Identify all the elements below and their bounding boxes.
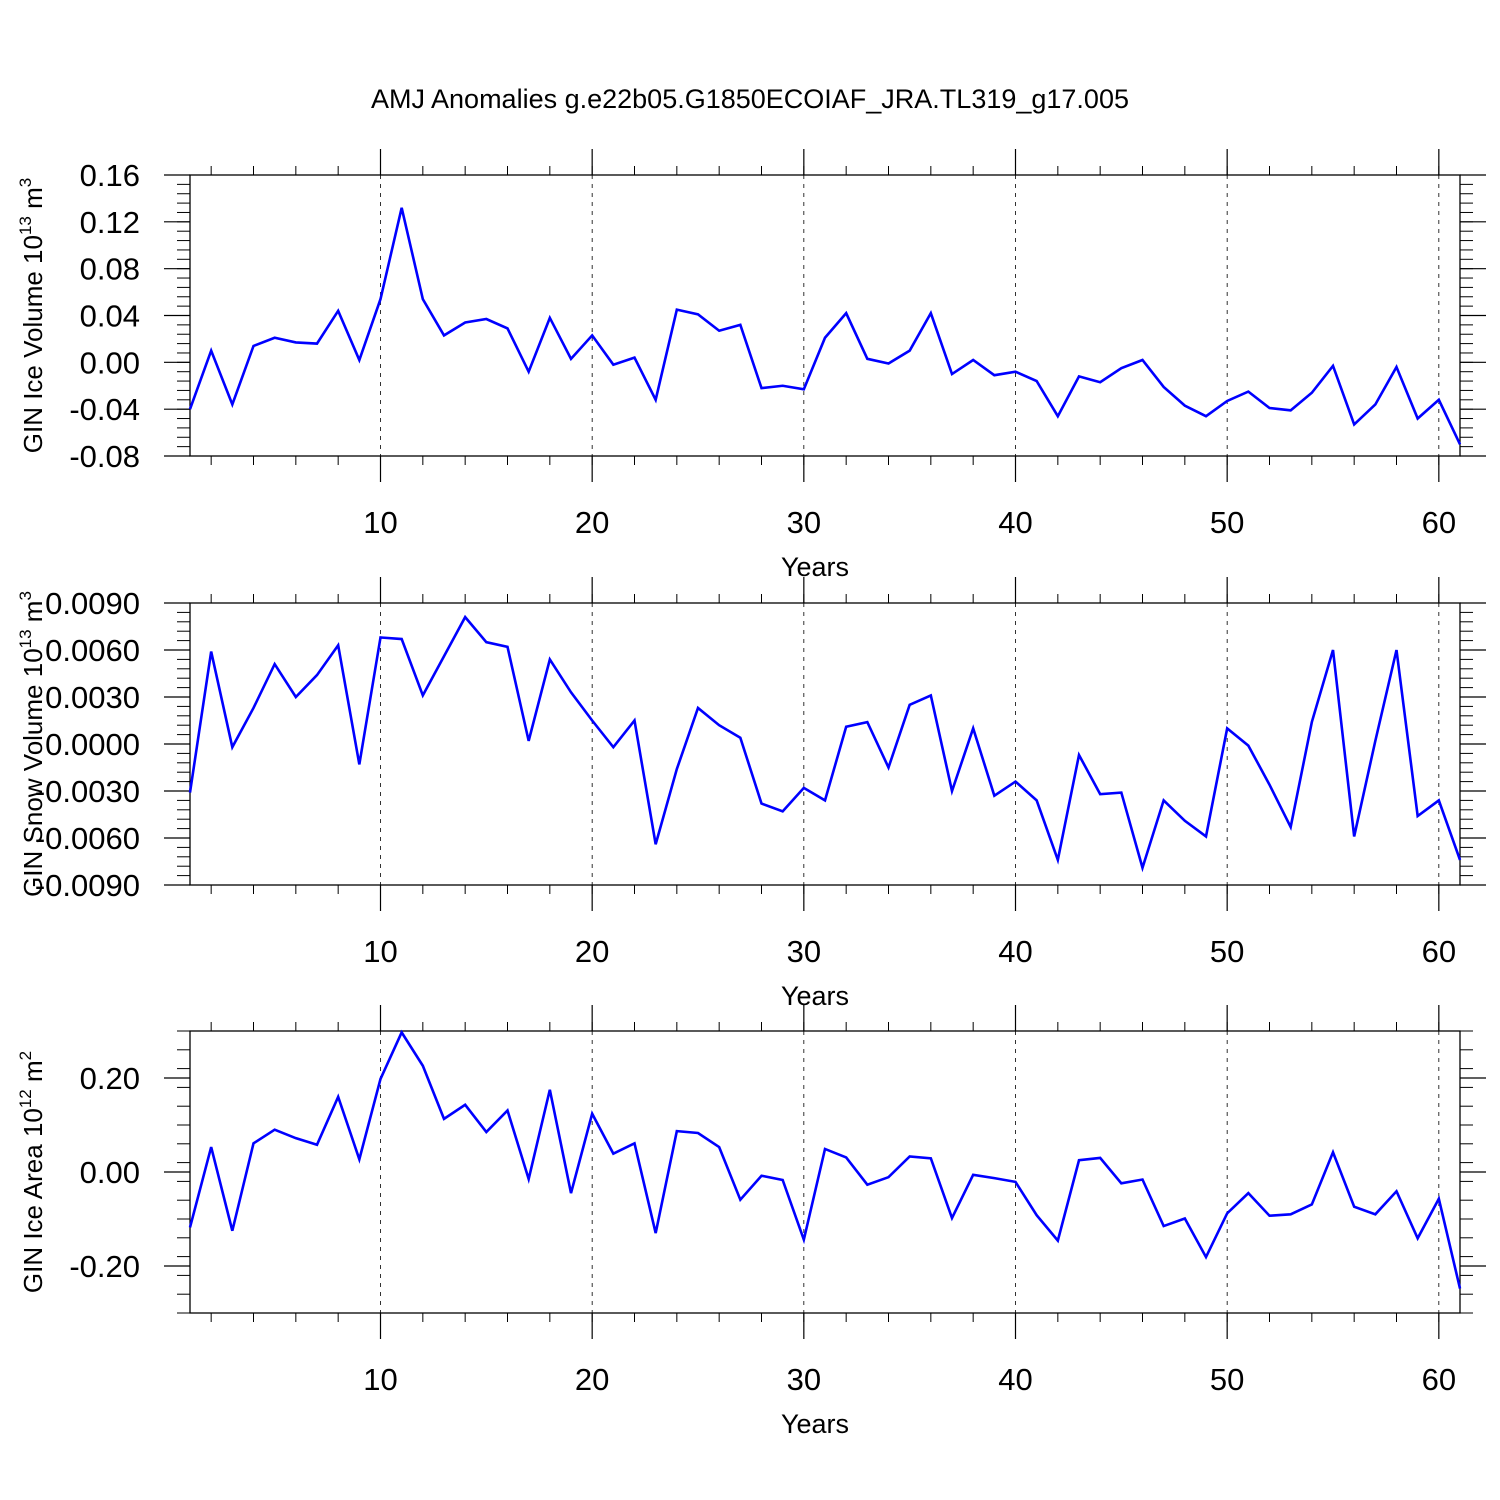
x-tick-label: 50 [1210,1362,1244,1397]
x-tick-label: 20 [575,1362,609,1397]
chart-panel-3: 10 20 30 40 50 60 -0.20 0.00 0.20 Years GIN Ice Ar… [16,1005,1486,1439]
y-tick-label: -0.0030 [35,774,140,809]
y-tick-label: 0.0030 [45,680,140,715]
chart-panel-2: 10 20 30 40 50 60 -0.0090 -0.0060 -0.0030 0.0000 0… [16,577,1486,1011]
y-axis-label: GIN Ice Area 1012 m2 [16,1051,48,1293]
y-axis-label: GIN Snow Volume 1013 m3 [16,591,48,897]
x-tick-label: 60 [1422,1362,1456,1397]
plot-frame [189,602,1461,886]
y-tick-label: -0.04 [69,392,140,427]
x-tick-label: 40 [998,505,1032,540]
x-axis-label: Years [781,1409,849,1439]
y-axis-label: GIN Ice Volume 1013 m3 [16,178,48,454]
y-tick-label: 0.12 [80,205,140,240]
y-tick-label: -0.0060 [35,821,140,856]
y-tick-label: -0.20 [69,1249,140,1284]
y-tick-label: 0.00 [80,1155,140,1190]
x-tick-label: 40 [998,1362,1032,1397]
series-line [188,1029,1462,1289]
page-title: AMJ Anomalies g.e22b05.G1850ECOIAF_JRA.T… [371,84,1129,114]
y-tick-label: 0.00 [80,345,140,380]
x-axis-label: Years [781,981,849,1011]
x-tick-label: 50 [1210,505,1244,540]
plot-frame [189,1030,1461,1314]
x-tick-label: 50 [1210,934,1244,969]
chart-panel-1: 10 20 30 40 50 60 -0.08 -0.04 0.00 0.04 0.08 0.12 0.… [16,149,1486,582]
x-tick-label: 20 [575,505,609,540]
y-tick-label: 0.0090 [45,586,140,621]
x-tick-label: 30 [787,1362,821,1397]
y-tick-label: 0.0000 [45,727,140,762]
x-tick-label: 10 [363,934,397,969]
x-tick-label: 40 [998,934,1032,969]
plot-frame [189,174,1461,457]
y-tick-label: 0.16 [80,158,140,193]
y-tick-label: 0.0060 [45,633,140,668]
x-tick-label: 10 [363,505,397,540]
x-tick-label: 30 [787,934,821,969]
x-tick-label: 10 [363,1362,397,1397]
y-tick-label: -0.0090 [35,868,140,903]
y-tick-label: -0.08 [69,439,140,474]
series-line [188,207,1462,445]
x-tick-label: 60 [1422,934,1456,969]
y-tick-label: 0.08 [80,252,140,287]
series-line [188,614,1462,873]
x-tick-label: 60 [1422,505,1456,540]
x-axis-label: Years [781,552,849,582]
y-tick-label: 0.20 [80,1061,140,1096]
x-tick-label: 20 [575,934,609,969]
y-tick-label: 0.04 [80,299,140,334]
x-tick-label: 30 [787,505,821,540]
